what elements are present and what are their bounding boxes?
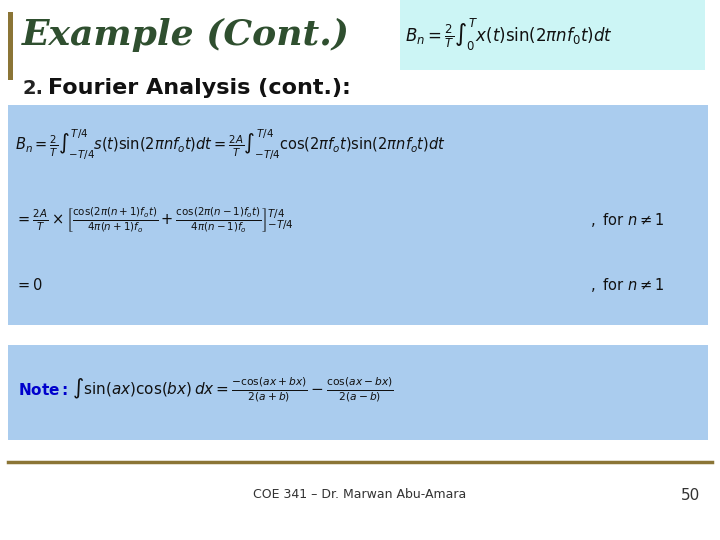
Text: $,\ \mathrm{for}\ n \neq 1$: $,\ \mathrm{for}\ n \neq 1$: [590, 211, 665, 229]
FancyBboxPatch shape: [8, 345, 708, 440]
FancyBboxPatch shape: [8, 105, 708, 325]
Text: $\int \sin(ax)\cos(bx)\,dx = \frac{-\cos(ax+bx)}{2(a+b)} - \frac{\cos(ax-bx)}{2(: $\int \sin(ax)\cos(bx)\,dx = \frac{-\cos…: [72, 376, 394, 404]
Text: $B_n = \frac{2}{T}\int_0^{T} x(t)\sin(2\pi n f_0 t)dt$: $B_n = \frac{2}{T}\int_0^{T} x(t)\sin(2\…: [405, 17, 613, 53]
Text: Example (Cont.): Example (Cont.): [22, 18, 350, 52]
Text: 50: 50: [680, 488, 700, 503]
Text: $\mathbf{Note:}$: $\mathbf{Note:}$: [18, 382, 68, 398]
Text: Fourier Analysis (cont.):: Fourier Analysis (cont.):: [48, 78, 351, 98]
Text: $,\ \mathrm{for}\ n \neq 1$: $,\ \mathrm{for}\ n \neq 1$: [590, 276, 665, 294]
Text: 2.: 2.: [22, 78, 43, 98]
Text: $= \frac{2A}{T} \times \left[\frac{\cos(2\pi(n+1)f_o t)}{4\pi(n+1)f_o} + \frac{\: $= \frac{2A}{T} \times \left[\frac{\cos(…: [15, 205, 294, 234]
Text: $B_n = \frac{2}{T}\int_{-T/4}^{T/4} s(t)\sin(2\pi n f_o t)dt = \frac{2A}{T}\int_: $B_n = \frac{2}{T}\int_{-T/4}^{T/4} s(t)…: [15, 127, 446, 163]
Text: COE 341 – Dr. Marwan Abu-Amara: COE 341 – Dr. Marwan Abu-Amara: [253, 489, 467, 502]
FancyBboxPatch shape: [8, 12, 13, 80]
Text: $= 0$: $= 0$: [15, 277, 43, 293]
FancyBboxPatch shape: [400, 0, 705, 70]
